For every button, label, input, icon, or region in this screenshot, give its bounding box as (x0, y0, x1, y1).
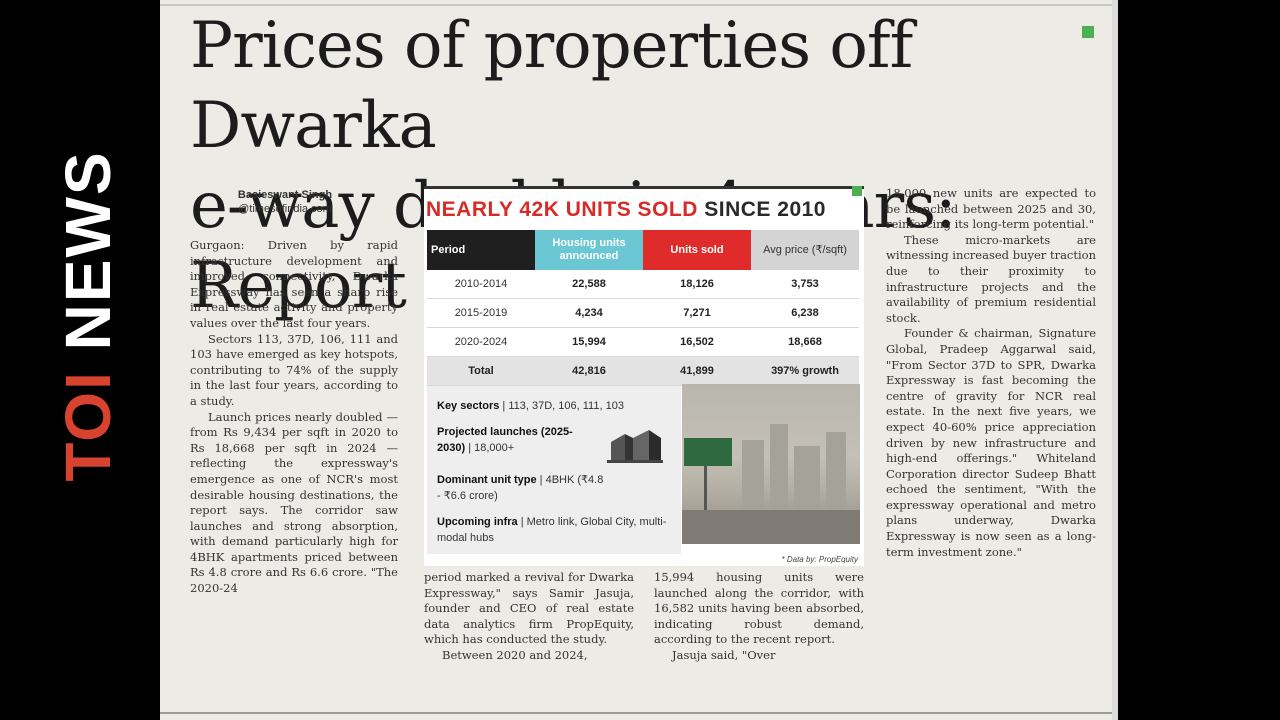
tower-shape (794, 446, 820, 510)
data-source-note: * Data by: PropEquity (781, 555, 858, 564)
infographic: NEARLY 42K UNITS SOLD SINCE 2010 Period … (424, 186, 864, 566)
info-label: Key sectors (437, 400, 500, 412)
byline-name: Basieswant Singh (237, 189, 333, 201)
paragraph: Between 2020 and 2024, (442, 647, 588, 662)
brand-toi: TOI (52, 370, 124, 482)
infographic-top-rule (424, 186, 864, 189)
header-units-sold: Units sold (643, 230, 751, 270)
info-value: | 113, 37D, 106, 111, 103 (499, 400, 624, 412)
top-rule (160, 4, 1112, 6)
table-cell: 42,816 (535, 356, 643, 386)
article-column-2: period marked a revival for Dwarka Expre… (424, 570, 634, 664)
brand-strip: TOI NEWS (0, 0, 160, 720)
table-cell: 2010-2014 (427, 270, 535, 299)
info-key-sectors: Key sectors | 113, 37D, 106, 111, 103 (437, 398, 677, 414)
table-cell: 41,899 (643, 356, 751, 386)
info-upcoming-infra: Upcoming infra | Metro link, Global City… (437, 514, 673, 546)
table-cell: 2020-2024 (427, 327, 535, 357)
paragraph: Founder & chairman, Signature Global, Pr… (886, 326, 1096, 559)
info-value: | Metro link, Global City, multi-modal h… (437, 516, 667, 544)
paragraph: Gurgaon: Driven by rapid infrastructure … (190, 238, 398, 330)
tower-shape (826, 432, 846, 510)
sign-pole (704, 466, 707, 536)
table-cell: 18,126 (643, 270, 751, 299)
headline-line-1: Prices of properties off Dwarka (190, 9, 913, 163)
tower-shape (770, 424, 788, 510)
paragraph: 18,000 new units are expected to be laun… (886, 186, 1096, 232)
paragraph: Jasuja said, "Over (672, 647, 776, 662)
article-column-1: Gurgaon: Driven by rapid infrastructure … (190, 238, 398, 597)
table-cell: 16,502 (643, 327, 751, 357)
header-period: Period (427, 230, 535, 270)
green-dot-marker (1082, 26, 1094, 38)
paragraph: These micro-markets are witnessing incre… (886, 232, 1096, 325)
right-background (1118, 0, 1280, 720)
infographic-title: NEARLY 42K UNITS SOLD SINCE 2010 (426, 198, 826, 222)
toi-news-logo: TOI NEWS (52, 150, 124, 481)
table-row: 2010-2014 22,588 18,126 3,753 (427, 270, 859, 299)
table-cell: 4,234 (535, 298, 643, 328)
table-cell: 15,994 (535, 327, 643, 357)
table-cell: 7,271 (643, 298, 751, 328)
road-sign (684, 438, 732, 466)
table-cell: 2015-2019 (427, 298, 535, 328)
table-cell: 6,238 (751, 298, 859, 328)
header-avg-price: Avg price (₹/sqft) (751, 230, 859, 270)
header-housing-units: Housing units announced (535, 230, 643, 270)
paragraph: period marked a revival for Dwarka Expre… (424, 570, 634, 647)
info-value: | 4BHK (₹4.8 - ₹6.6 crore) (437, 474, 604, 502)
infographic-title-red: NEARLY 42K UNITS SOLD (426, 198, 698, 221)
infographic-title-dark: SINCE 2010 (704, 198, 826, 221)
article-column-3: 15,994 housing units were launched along… (654, 570, 864, 664)
green-dot-marker (852, 186, 862, 196)
tower-shape (742, 440, 764, 510)
info-label: Dominant unit type (437, 474, 537, 486)
table-header-row: Period Housing units announced Units sol… (427, 230, 859, 270)
paragraph: 15,994 housing units were launched along… (654, 570, 864, 647)
paragraph: Sectors 113, 37D, 106, 111 and 103 have … (190, 331, 398, 408)
table-row: 2015-2019 4,234 7,271 6,238 (427, 298, 859, 328)
units-table: Period Housing units announced Units sol… (427, 230, 859, 386)
info-panel: Key sectors | 113, 37D, 106, 111, 103 Pr… (427, 386, 681, 554)
info-value: | 18,000+ (465, 442, 515, 454)
table-row-total: Total 42,816 41,899 397% growth (427, 356, 859, 386)
info-label: Projected launches (2025-2030) (437, 426, 573, 454)
article-column-4: 18,000 new units are expected to be laun… (886, 186, 1096, 560)
table-row: 2020-2024 15,994 16,502 18,668 (427, 327, 859, 357)
byline-email: @timesofindia.com (238, 203, 332, 215)
byline: Basieswant Singh @timesofindia.com (210, 188, 360, 216)
info-projected-launches: Projected launches (2025-2030) | 18,000+ (437, 424, 597, 456)
table-cell: 397% growth (751, 356, 859, 386)
table-cell: 18,668 (751, 327, 859, 357)
bottom-rule (160, 712, 1112, 714)
table-cell: 3,753 (751, 270, 859, 299)
table-cell: Total (427, 356, 535, 386)
newspaper-clipping: Prices of properties off Dwarka e-way do… (160, 0, 1118, 720)
buildings-icon (607, 430, 663, 463)
expressway-photo (682, 384, 860, 544)
brand-news: NEWS (52, 150, 124, 351)
info-label: Upcoming infra (437, 516, 518, 528)
table-cell: 22,588 (535, 270, 643, 299)
info-dominant-unit: Dominant unit type | 4BHK (₹4.8 - ₹6.6 c… (437, 472, 607, 504)
paragraph: Launch prices nearly doubled — from Rs 9… (190, 409, 398, 596)
road (682, 510, 860, 544)
